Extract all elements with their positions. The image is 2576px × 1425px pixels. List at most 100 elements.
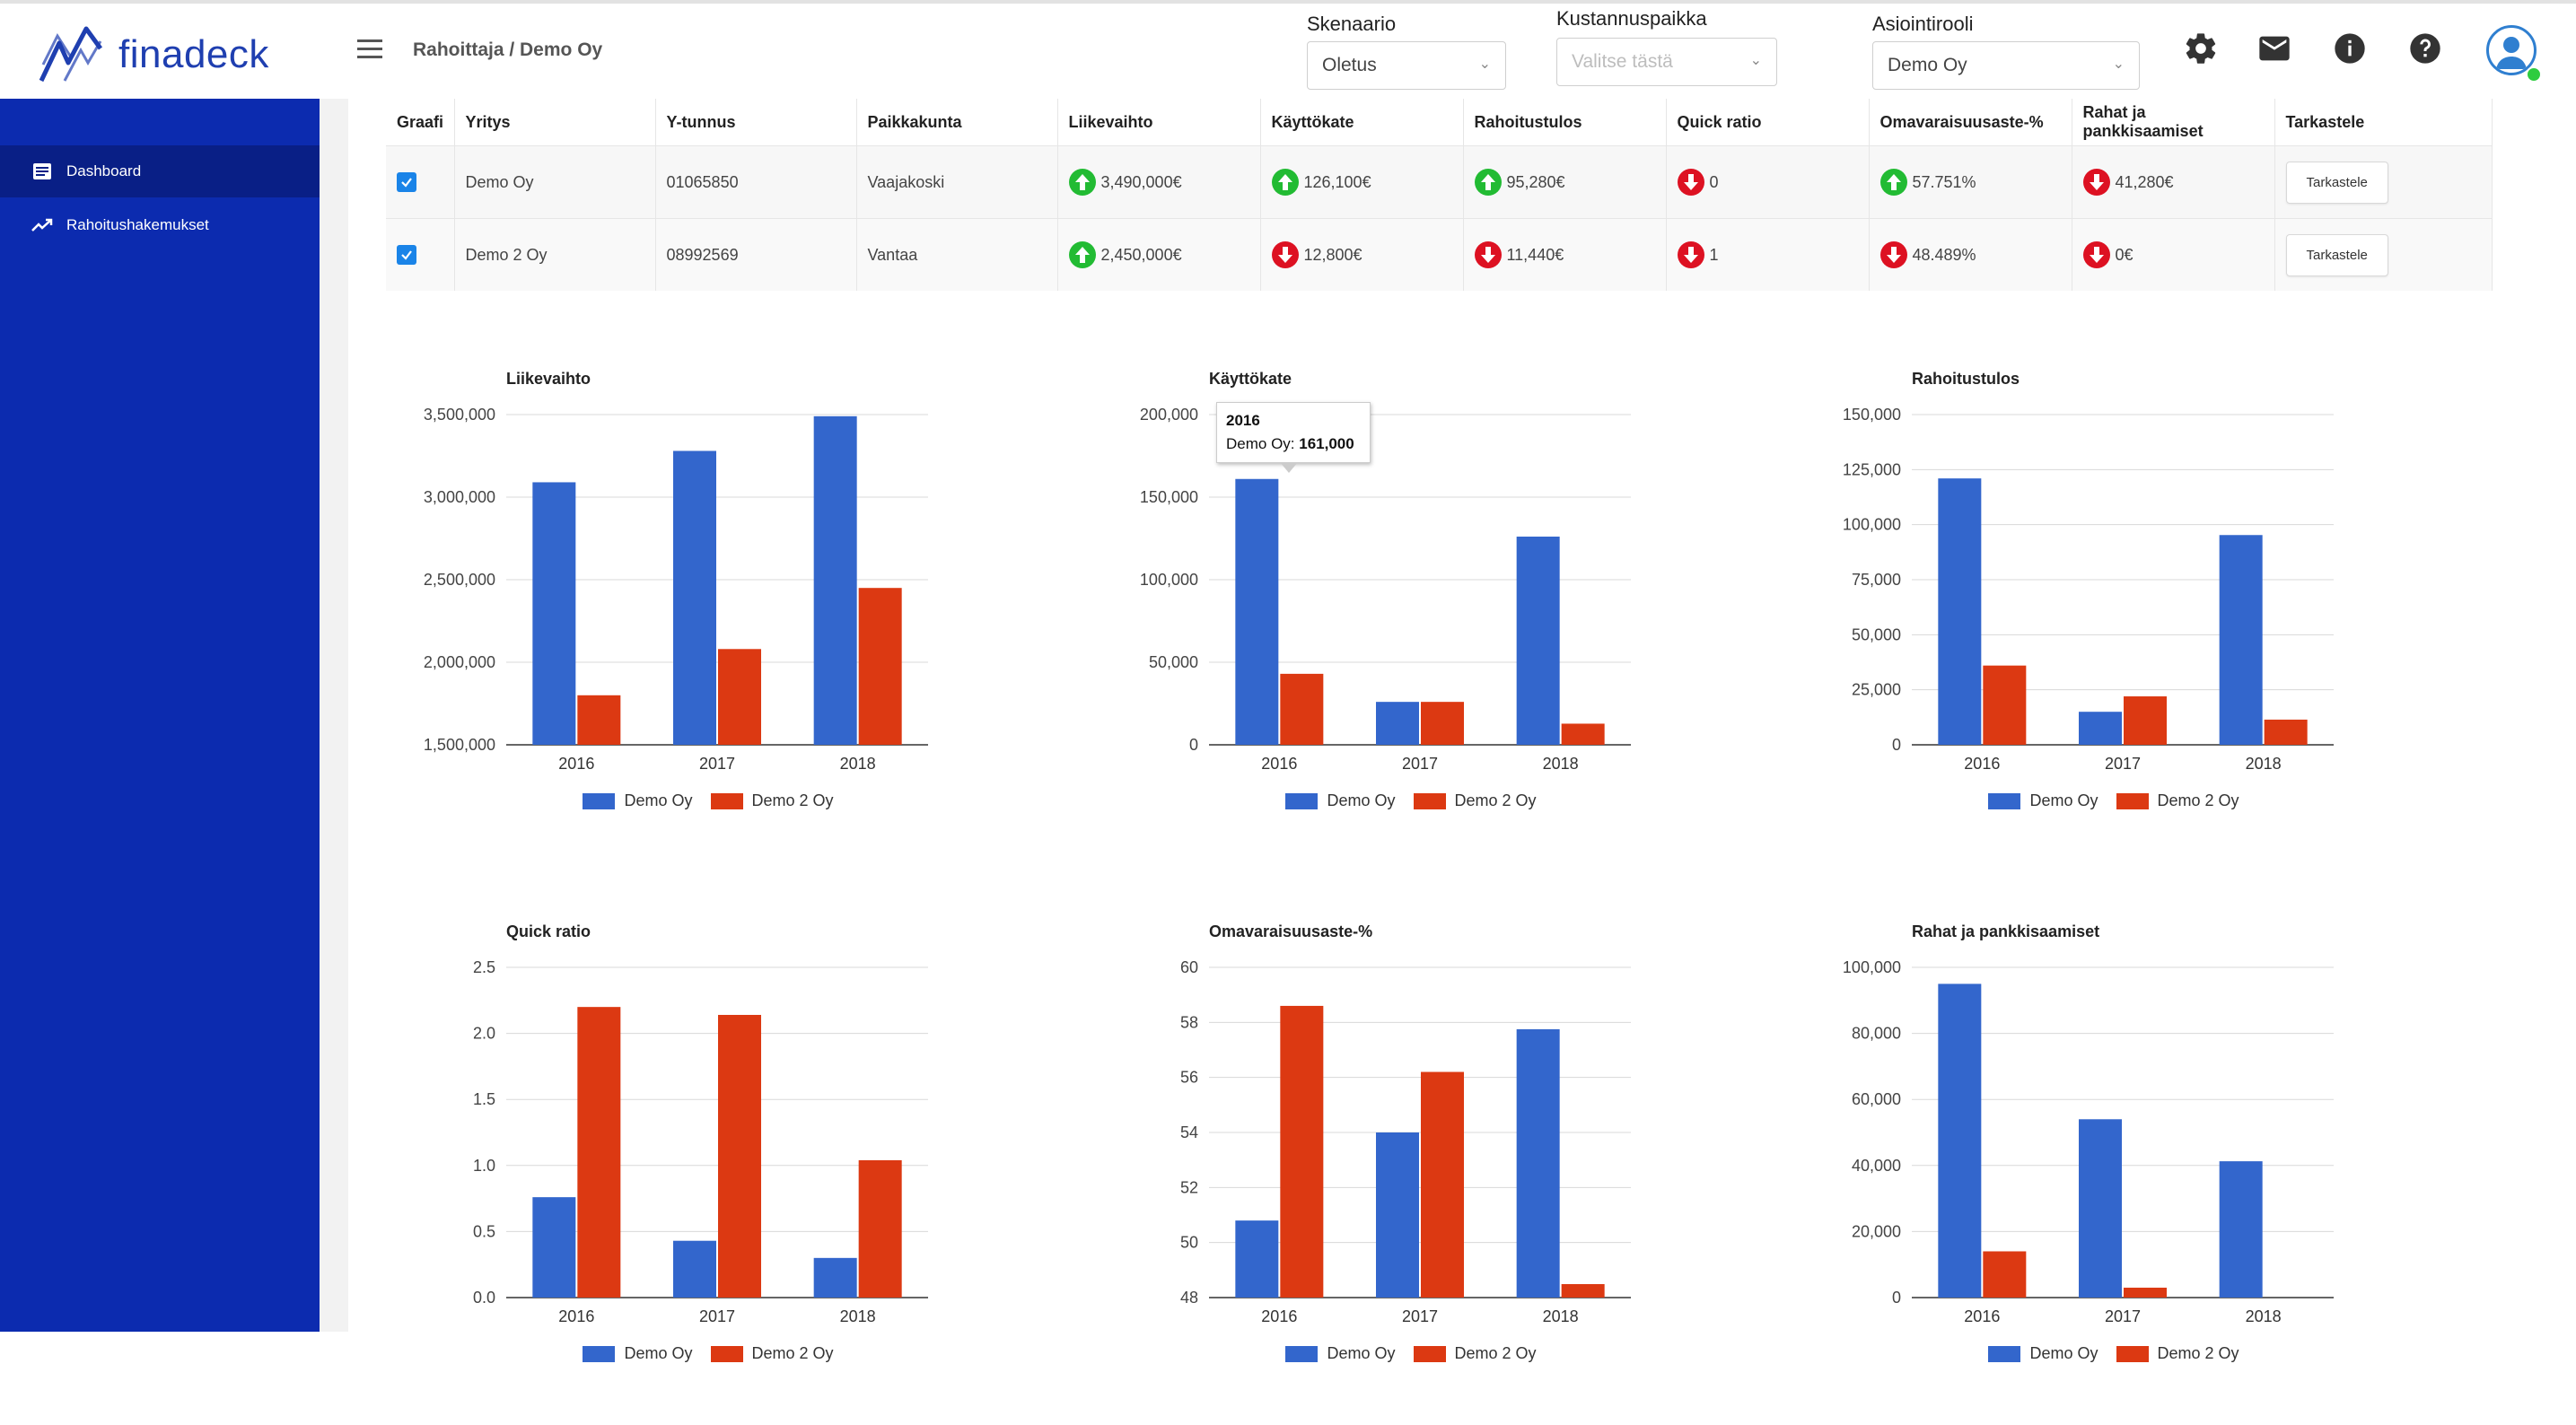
legend-item[interactable]: Demo 2 Oy (710, 791, 834, 810)
col-header-omavaraisuusaste[interactable]: Omavaraisuusaste-% (1869, 99, 2072, 146)
role-select[interactable]: Demo Oy ⌄ (1872, 41, 2140, 90)
chevron-down-icon: ⌄ (2112, 57, 2125, 72)
bar-series-1[interactable] (1376, 702, 1419, 745)
bar-series-1[interactable] (532, 1197, 576, 1298)
help-icon[interactable] (2407, 31, 2443, 66)
bar-series-1[interactable] (532, 482, 576, 745)
legend-item[interactable]: Demo Oy (1988, 791, 2098, 810)
cost-center-select[interactable]: Valitse tästä ⌄ (1556, 38, 1777, 86)
y-tick-label: 40,000 (1852, 1157, 1901, 1175)
legend-item[interactable]: Demo Oy (1285, 791, 1396, 810)
chart-legend: Demo Oy Demo 2 Oy (1160, 1344, 1662, 1363)
col-header-rahoitustulos[interactable]: Rahoitustulos (1463, 99, 1667, 146)
bar-series-1[interactable] (1516, 1029, 1560, 1298)
bar-series-1[interactable] (1235, 478, 1279, 745)
col-header-ytunnus[interactable]: Y-tunnus (655, 99, 857, 146)
col-header-yritys[interactable]: Yritys (454, 99, 656, 146)
legend-item[interactable]: Demo Oy (1285, 1344, 1396, 1363)
metric-value: 0€ (2115, 245, 2134, 264)
sidebar-item-dashboard[interactable]: Dashboard (0, 145, 320, 197)
legend-item[interactable]: Demo Oy (583, 791, 693, 810)
chart-svg: 0 20,000 40,000 60,000 80,000 100,000 2016 2017… (1843, 958, 2334, 1325)
app-logo[interactable]: finadeck (38, 23, 269, 86)
bar-series-1[interactable] (1938, 984, 1982, 1298)
legend-item[interactable]: Demo 2 Oy (2116, 1344, 2239, 1363)
top-border (0, 0, 2576, 4)
bar-series-2[interactable] (577, 695, 621, 745)
bar-series-1[interactable] (2219, 1161, 2263, 1298)
graph-checkbox[interactable] (397, 244, 416, 265)
trend-down-icon (2082, 241, 2110, 268)
scenario-select[interactable]: Oletus ⌄ (1307, 41, 1506, 90)
rahat-cell: 41,280€ (2072, 145, 2275, 219)
legend-item[interactable]: Demo Oy (1988, 1344, 2098, 1363)
bar-series-1[interactable] (1235, 1220, 1279, 1298)
bar-series-1[interactable] (1938, 478, 1982, 745)
bar-series-1[interactable] (813, 415, 857, 745)
chart-title: Rahoitustulos (1912, 370, 2020, 388)
bar-series-2[interactable] (858, 588, 902, 745)
col-header-graafi[interactable]: Graafi (386, 99, 455, 146)
legend-item[interactable]: Demo 2 Oy (1413, 791, 1537, 810)
bar-series-2[interactable] (1983, 1251, 2027, 1298)
gear-icon[interactable] (2183, 31, 2219, 66)
legend-item[interactable]: Demo 2 Oy (2116, 791, 2239, 810)
legend-item[interactable]: Demo Oy (583, 1344, 693, 1363)
trend-up-icon (1879, 169, 1907, 196)
sidebar-item-rahoitushakemukset[interactable]: Rahoitushakemukset (0, 199, 320, 251)
bar-series-2[interactable] (718, 649, 761, 745)
legend-label: Demo 2 Oy (2157, 791, 2239, 809)
metric-value: 11,440€ (1506, 245, 1564, 264)
paikkakunta-cell: Vantaa (856, 218, 1058, 291)
bar-series-2[interactable] (1421, 702, 1464, 745)
col-header-rahat[interactable]: Rahat ja pankkisaamiset (2072, 99, 2275, 146)
bar-series-2[interactable] (1421, 1071, 1464, 1298)
kayttokate-cell: 126,100€ (1260, 145, 1464, 219)
user-avatar-icon[interactable] (2486, 25, 2537, 75)
bar-series-2[interactable] (1983, 665, 2027, 745)
col-header-liikevaihto[interactable]: Liikevaihto (1057, 99, 1261, 146)
x-tick-label: 2017 (699, 1307, 735, 1325)
x-tick-label: 2016 (1261, 755, 1297, 773)
bar-series-2[interactable] (858, 1159, 902, 1298)
trend-up-icon (1068, 169, 1096, 196)
bar-series-2[interactable] (2124, 1287, 2167, 1298)
table-body: Demo Oy 01065850 Vaajakoski 3,490,000€ 126,1… (386, 145, 2493, 291)
logo-text: finadeck (118, 32, 269, 76)
bar-series-1[interactable] (1376, 1132, 1419, 1298)
col-header-quick-ratio[interactable]: Quick ratio (1666, 99, 1870, 146)
legend-swatch (2116, 792, 2149, 809)
tarkastele-button[interactable]: Tarkastele (2285, 161, 2388, 204)
bar-series-2[interactable] (1280, 1005, 1324, 1298)
bar-series-2[interactable] (2264, 719, 2308, 745)
legend-item[interactable]: Demo 2 Oy (710, 1344, 834, 1363)
bar-series-1[interactable] (2079, 1119, 2122, 1298)
mail-icon[interactable] (2256, 31, 2292, 66)
menu-toggle-icon[interactable] (357, 39, 382, 63)
bar-series-2[interactable] (1561, 1283, 1605, 1298)
chevron-down-icon: ⌄ (1478, 57, 1491, 72)
legend-label: Demo Oy (2029, 1344, 2098, 1362)
bar-series-2[interactable] (577, 1007, 621, 1298)
y-tick-label: 100,000 (1140, 571, 1198, 589)
scenario-select-group: Skenaario Oletus ⌄ (1307, 13, 1506, 90)
graph-checkbox[interactable] (397, 171, 416, 192)
dashboard-icon (31, 162, 54, 181)
y-tick-label: 80,000 (1852, 1025, 1901, 1043)
col-header-paikkakunta[interactable]: Paikkakunta (856, 99, 1058, 146)
bar-series-2[interactable] (1561, 723, 1605, 745)
bar-series-1[interactable] (673, 1240, 716, 1298)
bar-series-1[interactable] (1516, 536, 1560, 745)
bar-series-2[interactable] (2124, 696, 2167, 745)
bar-series-1[interactable] (2079, 712, 2122, 745)
legend-item[interactable]: Demo 2 Oy (1413, 1344, 1537, 1363)
bar-series-2[interactable] (1280, 673, 1324, 745)
bar-series-1[interactable] (673, 450, 716, 745)
bar-series-2[interactable] (718, 1014, 761, 1298)
col-header-kayttokate[interactable]: Käyttökate (1260, 99, 1464, 146)
info-icon[interactable] (2332, 31, 2368, 66)
y-tick-label: 56 (1180, 1069, 1198, 1087)
bar-series-1[interactable] (2219, 535, 2263, 745)
bar-series-1[interactable] (813, 1257, 857, 1298)
tarkastele-button[interactable]: Tarkastele (2285, 233, 2388, 276)
